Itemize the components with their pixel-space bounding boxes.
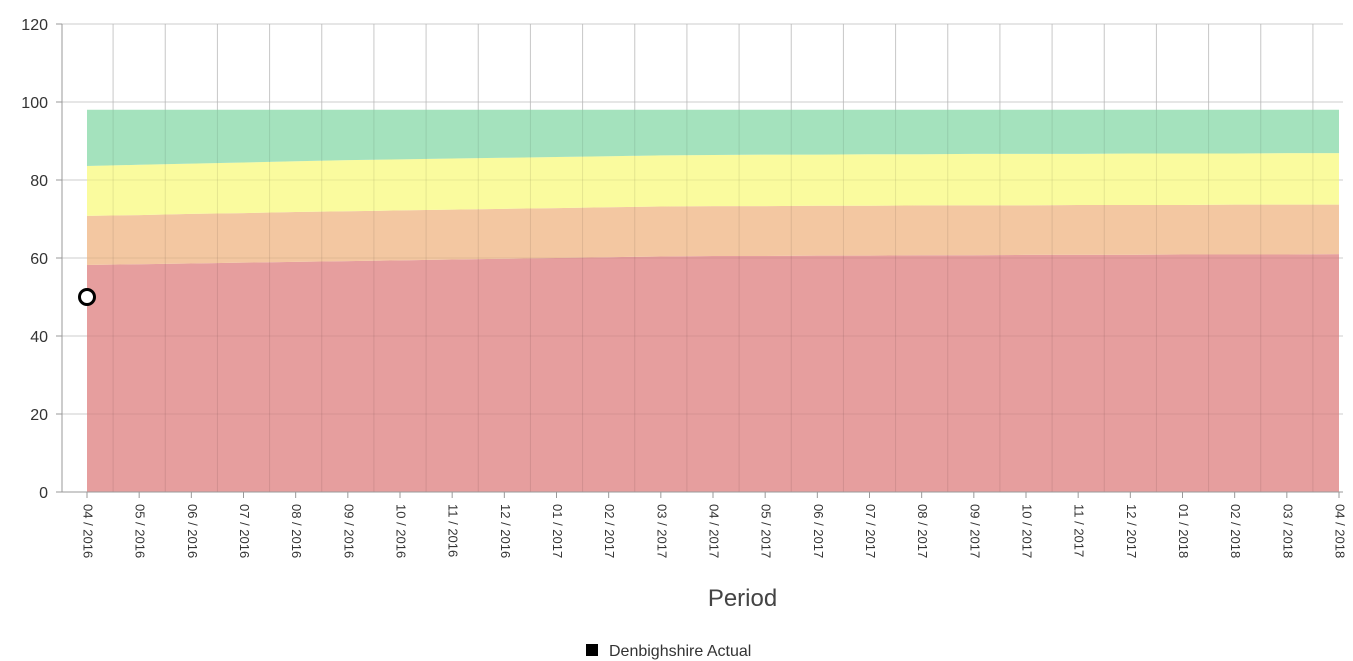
x-tick-label: 11 / 2017 [1072,504,1087,557]
x-tick-label: 03 / 2017 [654,504,669,558]
x-tick-label: 10 / 2016 [394,504,409,558]
y-tick-labels: 0 20 40 60 80 100 120 [21,17,62,502]
y-tick-label: 60 [30,251,48,268]
x-tick-label: 02 / 2017 [602,504,617,558]
x-tick-label: 02 / 2018 [1228,504,1243,558]
legend-label[interactable]: Denbighshire Actual [609,643,751,660]
x-tick-label: 06 / 2016 [185,504,200,558]
data-point[interactable] [78,288,96,306]
x-tick-label: 04 / 2018 [1333,504,1348,558]
band-area-0 [87,254,1339,492]
legend[interactable]: Denbighshire Actual [586,643,751,660]
y-tick-label: 120 [21,17,48,34]
x-tick-label: 01 / 2017 [550,504,565,558]
x-tick-label: 12 / 2017 [1124,504,1139,558]
x-axis-title: Period [708,585,777,612]
x-tick-label: 03 / 2018 [1280,504,1295,558]
x-tick-label: 08 / 2017 [915,504,930,558]
band-area-2 [87,153,1339,216]
x-tick-label: 12 / 2016 [498,504,513,558]
legend-swatch[interactable] [586,644,598,656]
x-tick-labels: 04 / 2016 05 / 2016 06 / 2016 07 / 2016 08 /… [81,492,1348,558]
x-tick-label: 10 / 2017 [1020,504,1035,558]
y-tick-label: 40 [30,329,48,346]
x-tick-label: 08 / 2016 [289,504,304,558]
performance-bands [62,23,1343,493]
band-area-3 [87,109,1339,166]
y-tick-label: 100 [21,95,48,112]
x-tick-label: 09 / 2016 [341,504,356,558]
x-tick-label: 01 / 2018 [1176,504,1191,558]
x-tick-label: 05 / 2017 [759,504,774,558]
x-tick-label: 05 / 2016 [133,504,148,558]
x-tick-label: 04 / 2016 [81,504,96,558]
x-tick-label: 04 / 2017 [707,504,722,558]
x-tick-label: 06 / 2017 [811,504,826,558]
y-tick-label: 0 [39,485,48,502]
x-tick-label: 11 / 2016 [446,504,461,557]
band-area-1 [87,204,1339,266]
x-tick-label: 07 / 2017 [863,504,878,558]
y-tick-label: 80 [30,173,48,190]
x-tick-label: 07 / 2016 [237,504,252,558]
data-points [78,288,96,306]
y-tick-label: 20 [30,407,48,424]
x-tick-label: 09 / 2017 [967,504,982,558]
